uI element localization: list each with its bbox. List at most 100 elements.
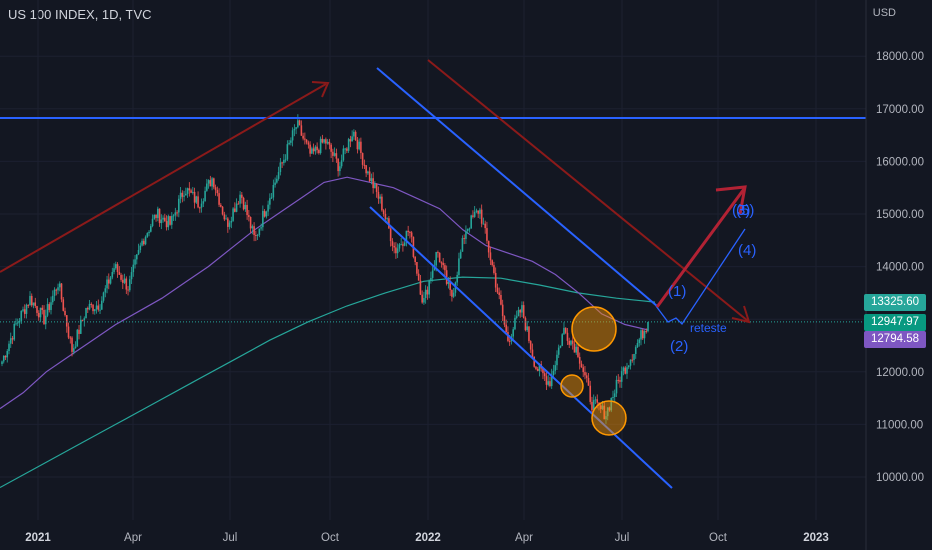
candle-body [461,238,464,252]
candle-body [351,136,353,142]
y-tick-label: 17000.00 [876,104,924,116]
candle-body [11,338,14,340]
candle-body [204,190,206,202]
price-tag-ma-long: 13325.60 [864,294,926,311]
candle-body [249,217,252,229]
candle-body [379,196,381,199]
candle-body [568,340,571,345]
candle-body [216,190,219,194]
candle-body [521,305,523,313]
candle-body [34,302,37,307]
candle-body [143,240,145,245]
candle-body [361,153,364,165]
x-tick-label: Oct [321,532,340,544]
candle-body [512,329,514,337]
candle-body [39,307,42,318]
candle-body [575,346,578,353]
candle-body [227,218,229,227]
candle-body [556,354,558,366]
candle-body [430,277,432,281]
candle-body [491,260,493,266]
candle-body [393,245,395,248]
candle-body [118,272,121,275]
candle-body [626,367,628,374]
candle-body [113,268,115,273]
candle-body [601,405,604,410]
candle-body [484,223,486,229]
candle-body [188,188,191,191]
candle-body [342,148,345,161]
candle-body [641,330,644,339]
candle-body [64,310,66,316]
candle-body [121,279,124,283]
candle-body [620,371,623,382]
candle-body [435,252,437,266]
candle-body [116,264,119,273]
candle-body [477,210,479,214]
candle-body [489,252,492,261]
candle-body [185,193,187,196]
candle-body [559,345,562,348]
candle-body [293,128,296,131]
candle-body [428,280,430,295]
candle-body [470,215,472,229]
candle-body [538,364,541,371]
candle-body [456,274,458,283]
candle-body [463,238,465,240]
candle-body [272,184,275,198]
x-tick-label: 2022 [415,532,441,544]
candle-body [545,376,548,385]
candle-body [107,279,110,284]
candle-body [528,326,530,342]
x-tick-label: Jul [615,532,630,544]
candle-body [128,279,131,291]
candle-body [160,219,163,224]
candle-body [2,355,5,362]
candle-body [519,309,522,313]
candle-body [452,292,455,297]
candle-body [304,138,306,140]
candle-body [417,273,420,281]
candle-body [134,259,136,265]
candle-body [193,191,196,203]
candle-body [358,141,360,150]
candle-body [99,309,101,311]
candle-body [9,338,12,344]
candle-body [8,343,10,352]
candle-body [339,166,341,172]
candle-body [557,347,560,355]
candle-body [267,204,269,212]
candle-body [158,208,161,224]
ma-short-line [0,176,649,410]
candle-body [111,272,114,278]
candle-body [381,196,383,211]
candle-body [276,178,278,183]
candle-body [634,347,637,355]
candle-body [211,178,213,187]
candle-body [368,171,371,182]
y-tick-label: 10000.00 [876,472,924,484]
candle-body [76,329,79,347]
candle-body [291,130,294,141]
candle-body [367,171,369,174]
candle-body [589,385,592,402]
candle-body [458,258,460,275]
candle-body [125,278,128,290]
wave-path [655,228,746,326]
candle-body [65,315,68,327]
candle-body [72,348,75,352]
candle-body [617,379,620,381]
candle-body [298,120,301,126]
candle-body [228,222,231,227]
candle-body [300,125,303,136]
candle-body [382,210,385,214]
candle-body [309,144,311,154]
candle-body [37,312,40,318]
candle-body [326,141,329,144]
candle-body [15,323,17,325]
candle-body [370,178,373,182]
candle-body [584,372,586,376]
candle-body [242,197,245,210]
x-tick-label: Oct [709,532,728,544]
